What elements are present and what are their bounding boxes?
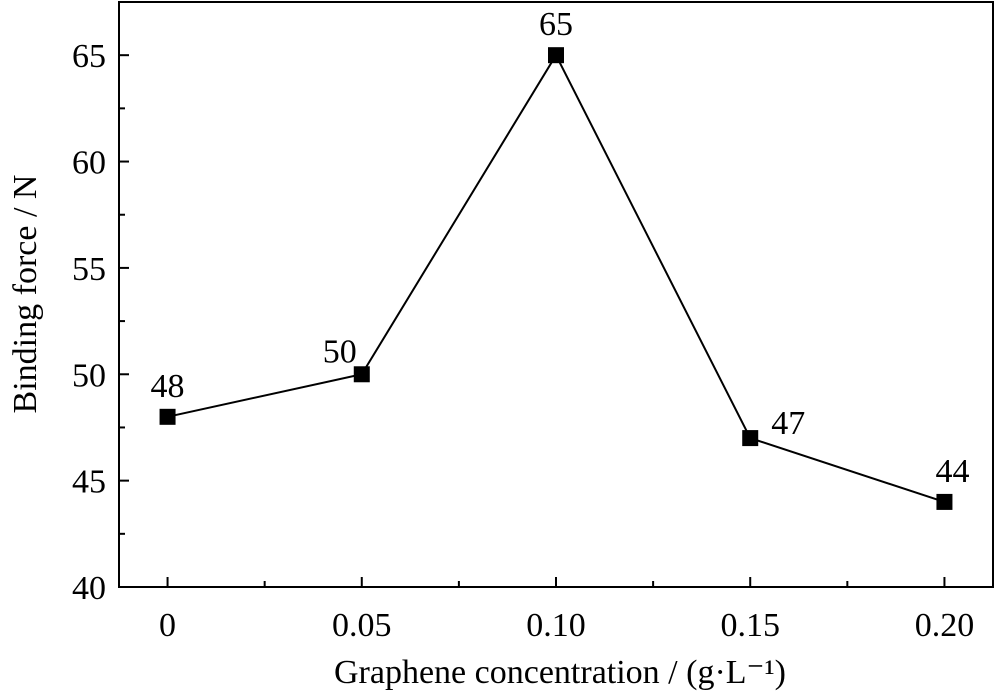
data-point-marker (742, 430, 759, 447)
y-tick-label: 60 (72, 145, 106, 182)
y-axis-title: Binding force / N (7, 175, 44, 414)
data-markers (159, 47, 953, 510)
x-tick-label: 0.05 (332, 607, 392, 644)
axis-ticks (119, 54, 946, 588)
x-tick-label: 0.15 (720, 607, 780, 644)
data-label: 48 (151, 368, 185, 405)
x-tick-label: 0 (159, 607, 176, 644)
plot-frame (118, 1, 994, 588)
data-label: 44 (935, 453, 969, 490)
data-labels: 48 50 65 47 44 (151, 6, 970, 490)
y-tick-label: 55 (72, 251, 106, 288)
data-point-marker (548, 47, 564, 64)
series-line (167, 53, 945, 503)
x-tick-label: 0.10 (526, 607, 586, 644)
y-tick-label: 50 (72, 357, 106, 394)
y-tick-label: 65 (72, 38, 106, 75)
y-tick-label: 45 (72, 464, 106, 501)
tick-labels: 40 45 50 55 60 65 0 0.05 0.10 0.15 0.20 (72, 38, 974, 644)
data-point-marker (936, 493, 953, 510)
data-label: 50 (323, 333, 357, 370)
x-axis-title: Graphene concentration / (g·L⁻¹) (334, 654, 786, 691)
data-label: 47 (771, 405, 805, 442)
data-point-marker (159, 408, 176, 425)
data-point-marker (353, 366, 370, 383)
x-tick-label: 0.20 (915, 607, 975, 644)
y-tick-label: 40 (72, 570, 106, 607)
data-label: 65 (539, 6, 573, 43)
